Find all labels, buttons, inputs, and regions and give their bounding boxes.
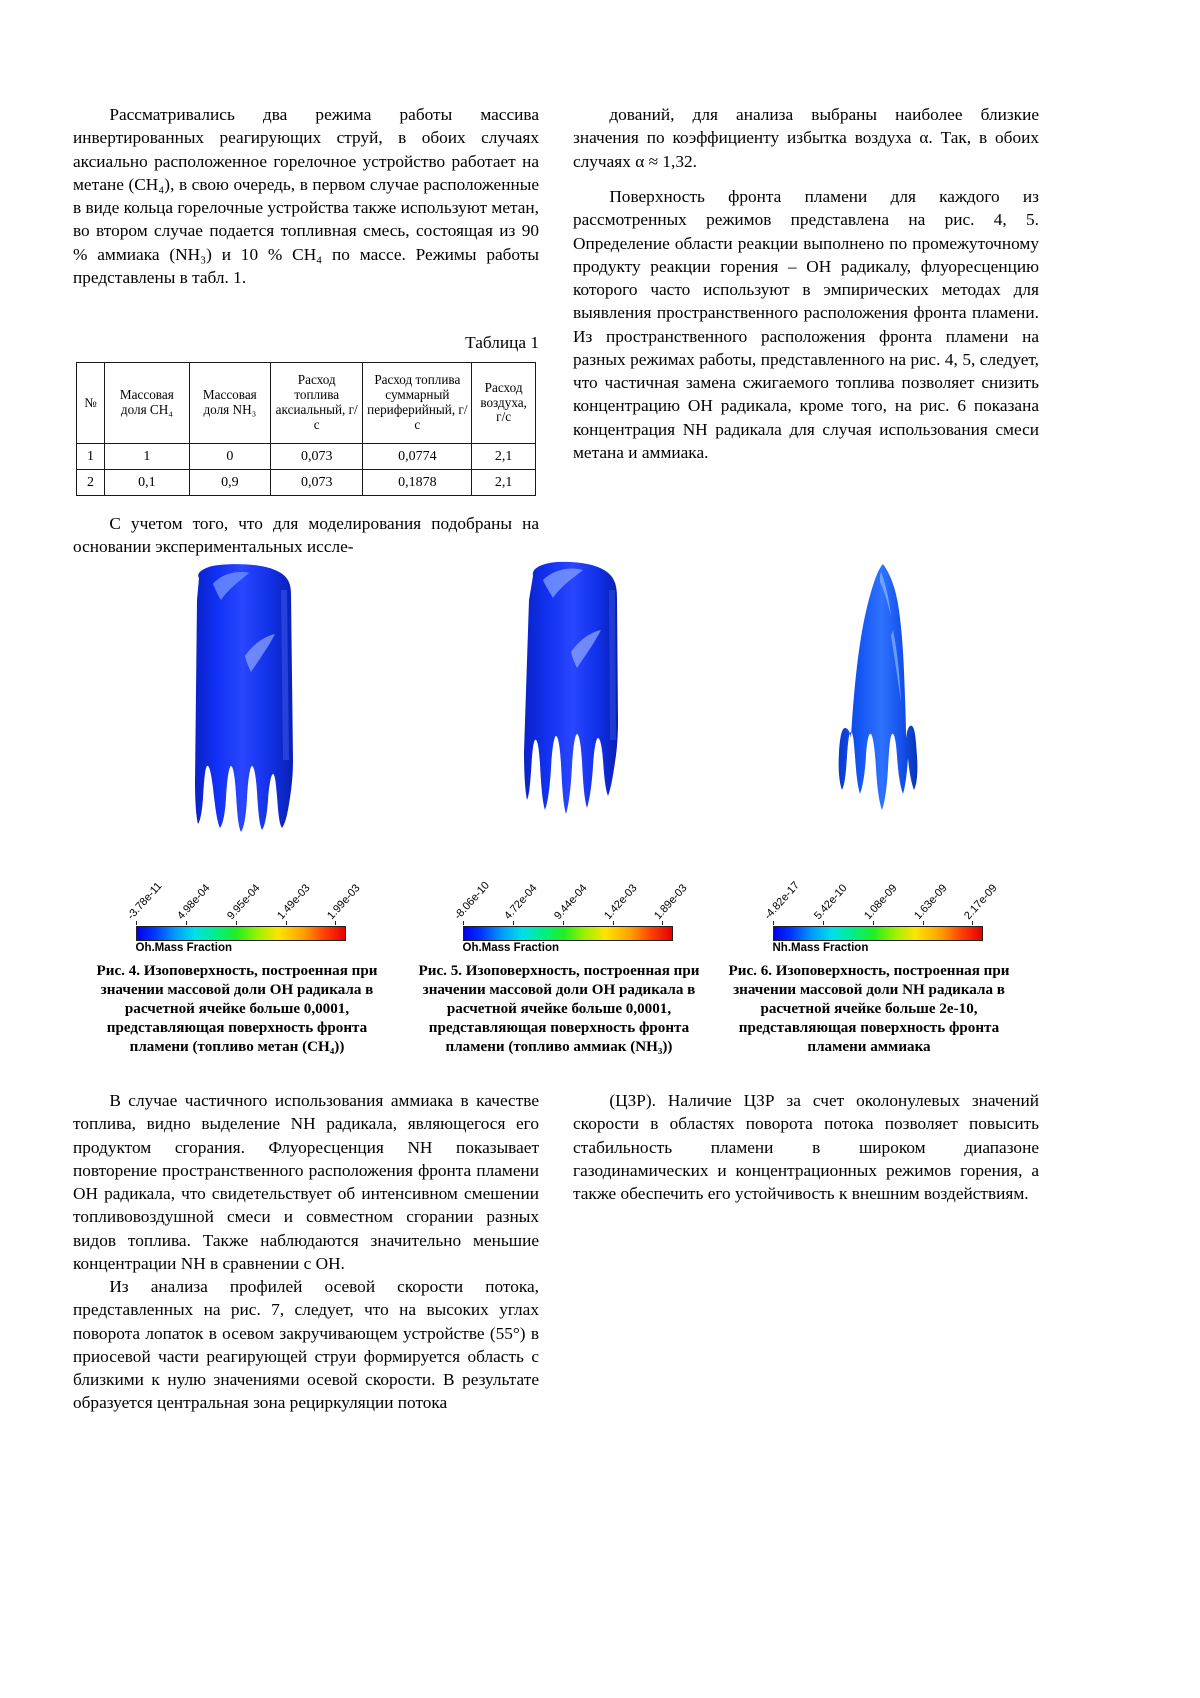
table-caption: Таблица 1 bbox=[465, 333, 539, 352]
table-cell: 2,1 bbox=[471, 443, 536, 470]
colorbar-gradient-6 bbox=[772, 926, 983, 941]
table-cell: 0,9 bbox=[188, 469, 272, 496]
colorbar-gradient-5 bbox=[462, 926, 673, 941]
flame-render-5 bbox=[400, 560, 745, 860]
figure-5: -8.06e-10 4.72e-04 9.44e-04 1.42e-03 1.8… bbox=[400, 560, 745, 1057]
table-row: 1 1 0 0,073 0,0774 2,1 bbox=[75, 443, 536, 470]
table-header-cell: № bbox=[75, 362, 106, 444]
paragraph-intro: Рассматривались два режима работы массив… bbox=[73, 103, 539, 289]
paragraph-text: Из анализа профилей осевой скорости пото… bbox=[73, 1277, 539, 1413]
paragraph-bottom-right: (ЦЗР). Наличие ЦЗР за счет околонулевых … bbox=[573, 1089, 1039, 1205]
colorbar-tick: 1.49e-03 bbox=[274, 882, 313, 922]
table-cell: 0,073 bbox=[269, 469, 364, 496]
colorbar-label-5: Oh.Mass Fraction bbox=[462, 942, 560, 954]
colorbar-ticks-4: -3.78e-11 4.98e-04 9.95e-04 1.49e-03 1.9… bbox=[124, 860, 366, 922]
colorbar-tick: 1.42e-03 bbox=[601, 882, 640, 922]
colorbar-gradient-4 bbox=[135, 926, 346, 941]
colorbar-tick: 9.95e-04 bbox=[224, 882, 263, 922]
table-cell: 0,0774 bbox=[362, 443, 473, 470]
isosurface-image-4 bbox=[194, 564, 293, 832]
table-header-cell: Массовая доля NH₃ bbox=[188, 362, 272, 444]
flame-render-4 bbox=[73, 560, 418, 860]
colorbar-tick: 1.99e-03 bbox=[324, 882, 363, 922]
paragraph-right-2: Поверхность фронта пламени для каждого и… bbox=[573, 185, 1039, 464]
isosurface-image-6 bbox=[838, 564, 917, 810]
colorbar-tick: -4.82e-17 bbox=[761, 879, 802, 922]
table-cell: 2 bbox=[75, 469, 106, 496]
figures-row: -3.78e-11 4.98e-04 9.95e-04 1.49e-03 1.9… bbox=[0, 560, 1200, 1080]
colorbar-tickmarks-5 bbox=[462, 921, 671, 926]
colorbar-tick: 4.72e-04 bbox=[501, 882, 540, 922]
colorbar-5: -8.06e-10 4.72e-04 9.44e-04 1.42e-03 1.8… bbox=[451, 860, 693, 954]
paragraph-text: С учетом того, что для моделирования под… bbox=[73, 514, 539, 557]
table-header-row: № Массовая доля CH₄ Массовая доля NH₃ Ра… bbox=[75, 362, 536, 444]
table-header-cell: Расход топлива аксиальный, г/с bbox=[269, 362, 364, 444]
table-cell: 0,1 bbox=[104, 469, 190, 496]
colorbar-tick: 5.42e-10 bbox=[811, 882, 850, 922]
table-cell: 2,1 bbox=[471, 469, 536, 496]
paragraph-text: В случае частичного использования аммиак… bbox=[73, 1091, 539, 1273]
colorbar-tick: 1.08e-09 bbox=[861, 882, 900, 922]
table-header-cell: Расход топлива суммарный периферийный, г… bbox=[362, 362, 473, 444]
table-cell: 1 bbox=[104, 443, 190, 470]
colorbar-4: -3.78e-11 4.98e-04 9.95e-04 1.49e-03 1.9… bbox=[124, 860, 366, 954]
colorbar-label-6: Nh.Mass Fraction bbox=[772, 942, 869, 954]
table-cell: 0,1878 bbox=[362, 469, 473, 496]
table-header-cell: Массовая доля CH₄ bbox=[104, 362, 190, 444]
paragraph-bottom-left: В случае частичного использования аммиак… bbox=[73, 1089, 539, 1415]
colorbar-tick: -8.06e-10 bbox=[451, 879, 492, 922]
paragraph-text: дований, для анализа выбраны наиболее бл… bbox=[573, 105, 1039, 171]
colorbar-tick: 4.98e-04 bbox=[174, 882, 213, 922]
colorbar-tickmarks-6 bbox=[772, 921, 981, 926]
figure-caption-6: Рис. 6. Изоповерхность, построенная при … bbox=[728, 963, 1010, 1056]
table-row: 2 0,1 0,9 0,073 0,1878 2,1 bbox=[75, 469, 536, 496]
colorbar-tick: 1.63e-09 bbox=[911, 882, 950, 922]
figure-caption-4: Рис. 4. Изоповерхность, построенная при … bbox=[96, 963, 378, 1056]
colorbar-ticks-6: -4.82e-17 5.42e-10 1.08e-09 1.63e-09 2.1… bbox=[761, 860, 1003, 922]
table-cell: 1 bbox=[75, 443, 106, 470]
isosurface-image-5 bbox=[523, 561, 618, 814]
paragraph-text: (ЦЗР). Наличие ЦЗР за счет околонулевых … bbox=[573, 1091, 1039, 1203]
colorbar-ticks-5: -8.06e-10 4.72e-04 9.44e-04 1.42e-03 1.8… bbox=[451, 860, 693, 922]
table-cell: 0 bbox=[188, 443, 272, 470]
figure-caption-5: Рис. 5. Изоповерхность, построенная при … bbox=[418, 963, 700, 1056]
colorbar-tickmarks-4 bbox=[135, 921, 344, 926]
colorbar-tick: 2.17e-09 bbox=[961, 882, 1000, 922]
colorbar-6: -4.82e-17 5.42e-10 1.08e-09 1.63e-09 2.1… bbox=[761, 860, 1003, 954]
figure-4: -3.78e-11 4.98e-04 9.95e-04 1.49e-03 1.9… bbox=[73, 560, 418, 1057]
colorbar-label-4: Oh.Mass Fraction bbox=[135, 942, 233, 954]
paragraph-text: Поверхность фронта пламени для каждого и… bbox=[573, 187, 1039, 462]
paragraph-text: Рассматривались два режима работы массив… bbox=[73, 105, 539, 287]
paragraph-selected: С учетом того, что для моделирования под… bbox=[73, 512, 539, 559]
table-header-cell: Расход воздуха, г/с bbox=[471, 362, 536, 444]
modes-table: № Массовая доля CH₄ Массовая доля NH₃ Ра… bbox=[75, 362, 536, 496]
table-cell: 0,073 bbox=[269, 443, 364, 470]
colorbar-tick: -3.78e-11 bbox=[124, 880, 164, 922]
colorbar-tick: 9.44e-04 bbox=[551, 882, 590, 922]
flame-render-6 bbox=[710, 560, 1055, 860]
figure-6: -4.82e-17 5.42e-10 1.08e-09 1.63e-09 2.1… bbox=[710, 560, 1055, 1057]
colorbar-tick: 1.89e-03 bbox=[651, 882, 690, 922]
paragraph-right-1: дований, для анализа выбраны наиболее бл… bbox=[573, 103, 1039, 173]
